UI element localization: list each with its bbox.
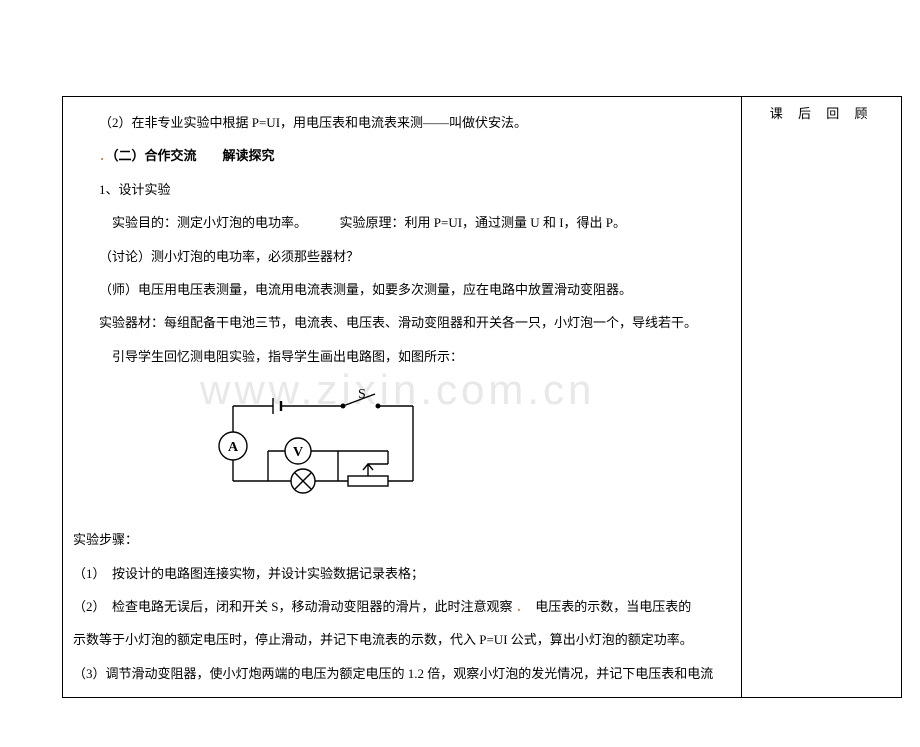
content-table: （2）在非专业实验中根据 P=UI，用电压表和电流表来测——叫做伏安法。 ．（二…	[62, 96, 902, 698]
text-line-7: 实验器材：每组配备干电池三节，电流表、电压表、滑动变阻器和开关各一只，小灯泡一个…	[73, 311, 731, 334]
sidebar-cell: 课 后 回 顾	[742, 97, 902, 698]
document-page: （2）在非专业实验中根据 P=UI，用电压表和电流表来测——叫做伏安法。 ．（二…	[0, 96, 920, 747]
step2-part-b: 电压表的示数，当电压表的	[535, 599, 691, 614]
text-line-13: （3）调节滑动变阻器，使小灯炮两端的电压为额定电压的 1.2 倍，观察小灯泡的发…	[73, 662, 731, 685]
text-line-8: 引导学生回忆测电阻实验，指导学生画出电路图，如图所示：	[73, 345, 731, 368]
exp-purpose: 实验目的：测定小灯泡的电功率。	[112, 215, 301, 230]
main-content-cell: （2）在非专业实验中根据 P=UI，用电压表和电流表来测——叫做伏安法。 ．（二…	[63, 97, 742, 698]
text-line-4: 实验目的：测定小灯泡的电功率。 实验原理：利用 P=UI，通过测量 U 和 I，…	[73, 211, 731, 234]
bullet-dot: ．	[99, 148, 112, 163]
text-line-5: （讨论）测小灯泡的电功率，必须那些器材？	[73, 245, 731, 268]
text-line-12: 示数等于小灯泡的额定电压时，停止滑动，并记下电流表的示数，代入 P=UI 公式，…	[73, 628, 731, 651]
text-line-3: 1、设计实验	[73, 178, 731, 201]
step2-part-a: （2） 检查电路无误后，闭和开关 S，移动滑动变阻器的滑片，此时注意观察	[73, 599, 512, 614]
text-line-9: 实验步骤：	[73, 528, 731, 551]
step2-dot: ．	[516, 599, 523, 614]
voltmeter-label: V	[293, 445, 303, 460]
section-heading: （二）合作交流 解读探究	[112, 148, 275, 163]
text-line-2: ．（二）合作交流 解读探究	[73, 144, 731, 167]
text-line-1: （2）在非专业实验中根据 P=UI，用电压表和电流表来测——叫做伏安法。	[73, 111, 731, 134]
exp-principle: 实验原理：利用 P=UI，通过测量 U 和 I，得出 P。	[340, 215, 626, 230]
circuit-diagram: S A V	[193, 386, 453, 506]
switch-label: S	[358, 387, 366, 402]
ammeter-label: A	[228, 440, 239, 455]
text-line-10: （1） 按设计的电路图连接实物，并设计实验数据记录表格；	[73, 562, 731, 585]
text-line-11: （2） 检查电路无误后，闭和开关 S，移动滑动变阻器的滑片，此时注意观察 ． 电…	[73, 595, 731, 618]
text-line-6: （师）电压用电压表测量，电流用电流表测量，如要多次测量，应在电路中放置滑动变阻器…	[73, 278, 731, 301]
sidebar-label: 课 后 回 顾	[770, 106, 874, 121]
